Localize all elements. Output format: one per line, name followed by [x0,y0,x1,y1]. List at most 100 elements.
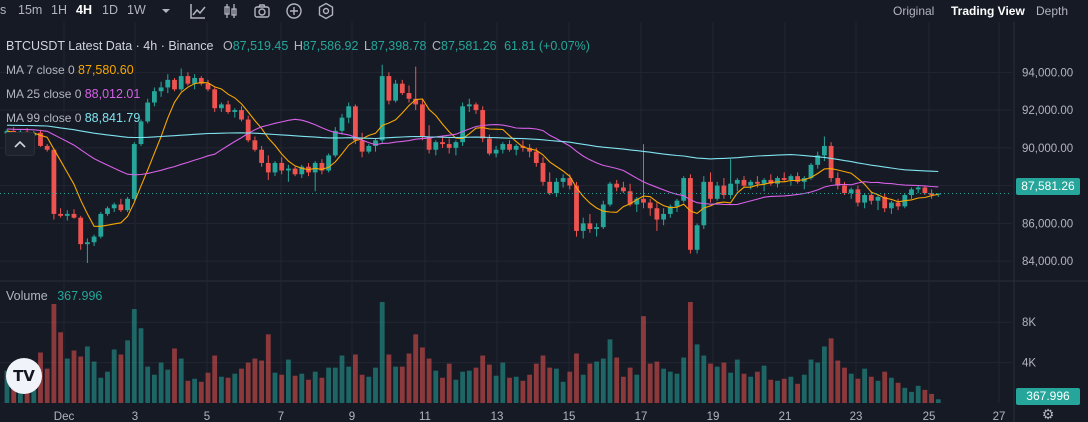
axis-settings-icon[interactable]: ⚙ [1041,406,1055,422]
volume-bar [607,339,613,403]
candle-body [232,110,238,112]
ma7-legend[interactable]: MA 7 close 0 87,580.60 [6,63,134,77]
volume-bar [520,380,526,403]
candle-body [326,155,331,171]
volume-bar [413,334,419,403]
ma99-legend[interactable]: MA 99 close 0 88,841.79 [6,111,140,125]
candle-body [909,189,914,196]
view-trading-view[interactable]: Trading View [951,4,1025,18]
candle-body [929,193,934,196]
camera-icon[interactable] [253,2,271,20]
candle-body [587,223,593,230]
candle-body [64,213,70,216]
interval-4h[interactable]: 4H [76,3,92,17]
candle-body [446,144,452,148]
settings-hex-icon[interactable] [317,2,335,20]
close-label: C [431,39,442,53]
candle-body [808,164,814,179]
volume-bar [466,370,472,403]
candle-body [460,106,465,143]
chevron-down-icon[interactable] [157,2,175,20]
volume-bar [641,316,646,403]
volume-bar [540,355,546,403]
candle-body [473,104,479,111]
candle-body [426,136,432,150]
volume-bar [406,353,412,403]
volume-bar [667,371,673,403]
volume-bar [51,304,57,403]
candle-body [621,187,626,192]
volume-bar [460,371,465,403]
volume-bar [835,360,841,403]
interval-1w[interactable]: 1W [127,3,146,17]
volume-bar [895,382,901,403]
tradingview-logo[interactable]: TV [6,358,42,394]
time-axis-label: 27 [993,411,1006,422]
candle-body [131,144,137,199]
candle-body [192,77,197,84]
ma25-value: 88,012.01 [84,87,141,101]
interval-15m[interactable]: 15m [18,3,43,17]
candle-body [118,204,124,211]
volume-bar [882,371,888,403]
volume-bar [627,367,633,403]
candle-body [889,202,894,209]
volume-bar [574,353,579,403]
ma25-legend[interactable]: MA 25 close 0 88,012.01 [6,87,140,101]
volume-bar [346,366,352,403]
interval-partial[interactable]: s [0,3,7,17]
candle-body [138,121,144,145]
candle-body [487,138,492,154]
moving-average-lines [6,82,939,227]
indicator-chart-icon[interactable] [189,2,207,20]
candle-body [835,178,841,186]
candle-body [58,213,63,216]
volume-bar [714,366,720,403]
volume-bar [661,368,666,403]
time-axis-label: 5 [204,411,210,422]
chart-toolbar: s 15m 1H 4H 1D 1W Original Trading View … [0,0,1088,22]
volume-bar [420,347,425,403]
interval-1d[interactable]: 1D [102,3,118,17]
volume-bar [862,368,867,403]
volume-bar [272,372,278,403]
candle-body [594,227,599,230]
candle-body [554,181,559,194]
volume-bar [728,372,733,403]
ma25-line [6,118,939,206]
ma99-label: MA 99 close 0 [6,111,82,125]
candle-body [219,104,224,109]
candle-body [768,179,774,184]
price-chart[interactable]: 94,000.0092,000.0090,000.0088,000.0086,0… [0,22,1088,422]
candle-body [332,130,338,156]
candle-body [71,213,77,218]
volume-bar [775,380,780,403]
candle-body [91,236,97,243]
candle-body [661,213,666,220]
volume-bar [339,355,345,403]
volume-bar [58,332,63,403]
candle-style-icon[interactable] [222,2,240,20]
collapse-legend-button[interactable] [5,132,35,156]
volume-bar [359,374,365,403]
volume-bar [185,380,191,403]
time-axis-label: 13 [491,411,504,422]
volume-bar [533,363,539,403]
volume-bar [654,361,660,403]
candle-body [647,202,653,209]
add-circle-icon[interactable] [285,2,303,20]
volume-bar [192,378,197,403]
candle-body [614,183,620,188]
interval-1h[interactable]: 1H [51,3,67,17]
volume-bar [560,381,566,403]
price-axis-label: 86,000.00 [1022,218,1073,230]
view-depth[interactable]: Depth [1036,4,1069,18]
volume-bars [4,302,941,403]
candle-body [842,185,847,194]
candle-body [748,181,754,186]
volume-bar [647,363,653,403]
candle-body [245,119,251,141]
candle-body [895,202,901,207]
candle-body [795,176,800,182]
view-original[interactable]: Original [893,4,935,18]
